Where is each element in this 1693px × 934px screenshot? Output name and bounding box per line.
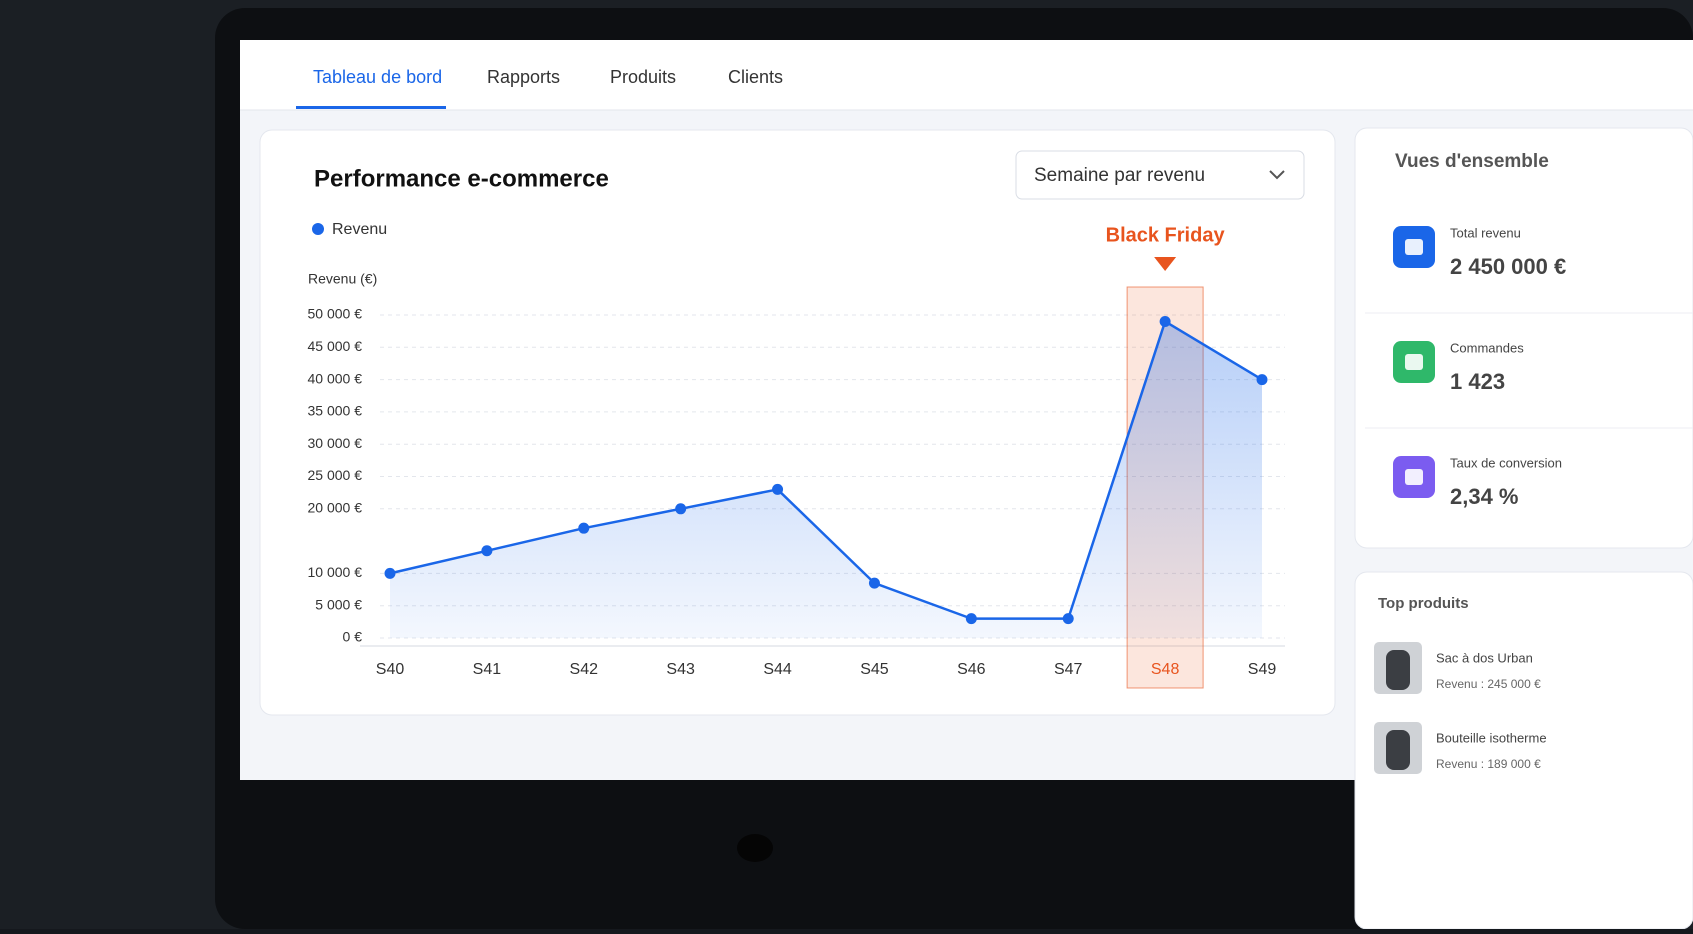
point <box>481 545 493 557</box>
overview-card <box>1354 127 1693 549</box>
y-tick-label: 50 000 € <box>308 306 363 322</box>
annotation-arrow <box>1154 257 1177 271</box>
product-thumbnail-item <box>1386 730 1410 770</box>
metric-icon-glyph <box>1405 354 1423 370</box>
logo <box>737 834 773 862</box>
nav-tab[interactable]: Produits <box>610 67 676 87</box>
point <box>965 613 977 625</box>
y-axis-title: Revenu (€) <box>308 271 377 287</box>
product-name[interactable]: Bouteille isotherme <box>1436 730 1547 745</box>
y-tick-label: 20 000 € <box>308 500 363 516</box>
product-thumbnail-item <box>1386 650 1410 690</box>
x-tick-label: S43 <box>666 661 695 678</box>
product-revenue: Revenu : 189 000 € <box>1436 757 1541 771</box>
metric-label: Total revenu <box>1450 225 1521 240</box>
chart-title: Performance e-commerce <box>314 165 609 192</box>
side-panel: Total revenu 2 450 000 € Commandes 1 423 Tau… <box>1365 225 1693 774</box>
y-tick-label: 35 000 € <box>308 403 363 419</box>
point <box>772 483 784 495</box>
x-tick-label: S48 <box>1151 661 1180 678</box>
x-tick-label: S41 <box>473 661 502 678</box>
metric-label: Commandes <box>1450 340 1524 355</box>
y-tick-label: 0 € <box>343 629 363 645</box>
point <box>868 577 880 589</box>
annotation-label: Black Friday <box>1106 224 1226 246</box>
y-tick-label: 10 000 € <box>308 564 363 580</box>
product-name[interactable]: Sac à dos Urban <box>1436 650 1533 665</box>
legend-label: Revenu <box>332 221 387 238</box>
line <box>389 320 1263 620</box>
x-tick-label: S46 <box>957 661 986 678</box>
metric-value: 2 450 000 € <box>1450 254 1566 279</box>
y-tick-label: 5 000 € <box>315 596 362 612</box>
metric-value: 1 423 <box>1450 369 1505 394</box>
dropdown-chevron[interactable] <box>1269 170 1285 180</box>
area <box>390 321 1262 638</box>
metric-value: 2,34 % <box>1450 484 1519 509</box>
x-tick-label: S47 <box>1054 661 1083 678</box>
x-tick-label: S49 <box>1248 661 1277 678</box>
x-tick-label: S44 <box>763 661 792 678</box>
y-tick-label: 25 000 € <box>308 467 363 483</box>
nav-tab[interactable]: Rapports <box>487 67 560 87</box>
y-tick-label: 30 000 € <box>308 435 363 451</box>
product-revenue: Revenu : 245 000 € <box>1436 677 1541 691</box>
y-tick-label: 45 000 € <box>308 338 363 354</box>
products-title: Top produits <box>1378 595 1469 612</box>
metric-icon-glyph <box>1405 469 1423 485</box>
nav-tab[interactable]: Tableau de bord <box>313 67 442 87</box>
point <box>1062 613 1074 625</box>
nav-tabs: Tableau de bord Rapports Produits Clients <box>296 67 783 109</box>
point <box>675 503 687 515</box>
point <box>1159 315 1171 327</box>
active-tab-underline <box>296 106 446 109</box>
metric-label: Taux de conversion <box>1450 455 1562 470</box>
metric-icon-glyph <box>1405 239 1423 255</box>
point <box>578 522 590 534</box>
x-tick-label: S40 <box>376 661 405 678</box>
chart: Revenu 0 € 5 000 € 10 000 € 20 000 € 25 000 €… <box>308 221 1285 689</box>
legend-marker <box>312 223 324 235</box>
nav-bar <box>240 40 1693 110</box>
dropdown-label[interactable]: Semaine par revenu <box>1034 165 1205 186</box>
x-tick-label: S42 <box>570 661 599 678</box>
x-tick-label: S45 <box>860 661 889 678</box>
overview-title: Vues d'ensemble <box>1395 151 1549 172</box>
point <box>1256 374 1268 386</box>
dropdown[interactable] <box>1015 150 1305 200</box>
point <box>384 567 396 579</box>
nav-tab[interactable]: Clients <box>728 67 783 87</box>
y-tick-label: 40 000 € <box>308 370 363 386</box>
